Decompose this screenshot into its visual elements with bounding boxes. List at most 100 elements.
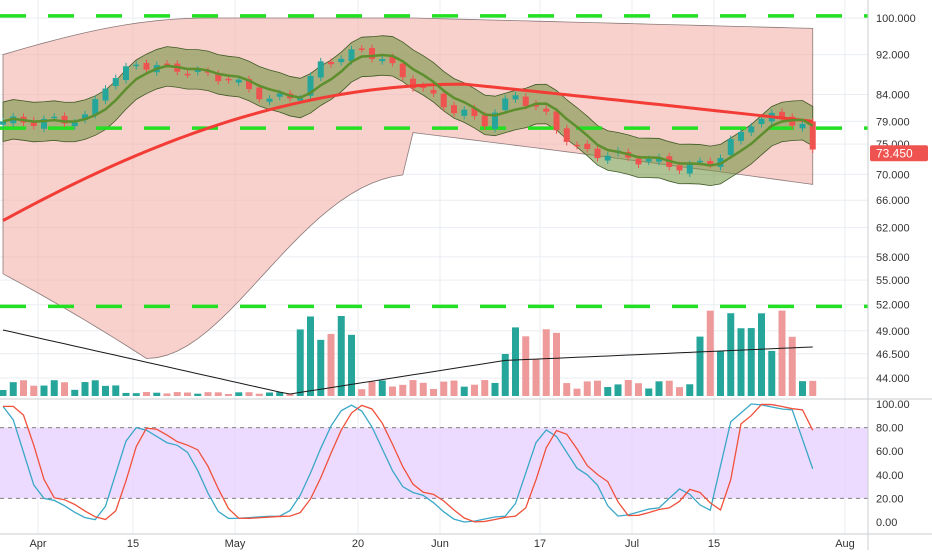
stoch-tick-label: 100.00	[876, 399, 910, 411]
volume-bar	[9, 382, 17, 396]
candle-body	[369, 47, 375, 59]
volume-bar	[81, 382, 89, 396]
candle-body	[553, 111, 560, 131]
candle-body	[0, 121, 6, 125]
candle-body	[61, 115, 68, 124]
volume-bar	[61, 382, 68, 396]
volume-bar	[204, 392, 212, 396]
stoch-tick-label: 20.00	[876, 493, 904, 505]
candle-body	[451, 105, 457, 114]
stochastic-zone	[0, 427, 868, 499]
candle-body	[358, 48, 365, 50]
volume-bar	[460, 386, 468, 396]
candle-body	[645, 158, 652, 162]
volume-bar	[696, 336, 704, 396]
volume-bar	[358, 389, 366, 396]
volume-bar	[409, 380, 417, 396]
candle-body	[461, 109, 468, 116]
candle-body	[399, 63, 406, 78]
price-tick-label: 62.000	[876, 223, 910, 235]
volume-bar	[419, 382, 427, 396]
volume-bar	[378, 380, 386, 396]
volume-bar	[624, 380, 632, 396]
candle-body	[574, 144, 580, 147]
volume-bar	[348, 334, 355, 396]
candle-body	[563, 128, 570, 142]
candle-body	[686, 164, 693, 174]
volume-bar	[163, 393, 171, 396]
volume-bar	[553, 332, 560, 396]
volume-bar	[214, 392, 222, 396]
volume-bar	[512, 327, 519, 396]
volume-bar	[71, 389, 79, 396]
candle-body	[102, 88, 109, 101]
stochastic-k-line	[2, 403, 814, 523]
volume-bar	[30, 385, 38, 396]
volume-bar	[604, 386, 612, 396]
volume-bar	[471, 384, 478, 396]
candle-body	[748, 126, 755, 133]
time-tick-label: 20	[352, 538, 364, 550]
stochastic-pane	[0, 403, 868, 523]
price-tick-label: 84.000	[876, 89, 910, 101]
stoch-tick-label: 40.00	[876, 470, 904, 482]
stoch-tick-label: 0.00	[876, 517, 897, 529]
candle-body	[266, 98, 273, 102]
volume-bar	[788, 336, 796, 396]
volume-bar	[501, 353, 509, 396]
volume-bar	[450, 380, 458, 396]
volume-bar	[317, 339, 325, 396]
candle-body	[194, 69, 201, 72]
candle-body	[297, 98, 304, 101]
volume-bar	[522, 336, 530, 396]
volume-bar	[399, 384, 407, 396]
volume-bar	[184, 392, 191, 396]
candle-body	[738, 131, 744, 141]
price-tick-label: 58.000	[876, 252, 910, 264]
volume-bar	[481, 380, 489, 396]
candle-body	[112, 78, 119, 87]
price-tick-label: 70.000	[876, 169, 910, 181]
candle-body	[594, 148, 601, 159]
candle-body	[246, 79, 252, 90]
candle-body	[338, 58, 345, 63]
candle-body	[143, 62, 150, 70]
last-price-tag	[870, 145, 928, 162]
time-tick-label: 15	[127, 538, 139, 550]
candle-body	[317, 61, 324, 78]
price-tick-label: 66.000	[876, 195, 910, 207]
time-tick-label: 17	[534, 538, 546, 550]
stoch-tick-label: 60.00	[876, 446, 904, 458]
volume-bar	[50, 380, 58, 396]
volume-bar	[542, 329, 550, 396]
stoch-tick-label: 80.00	[876, 423, 904, 435]
volume-bar	[173, 392, 181, 396]
volume-bar	[563, 383, 571, 396]
candle-body	[71, 122, 78, 127]
candle-body	[215, 73, 222, 82]
volume-bar	[747, 328, 755, 396]
volume-bar	[778, 310, 786, 396]
volume-bar	[20, 380, 27, 396]
time-tick-label: May	[225, 538, 246, 550]
stochastic-d-line	[3, 403, 814, 523]
volume-series	[0, 310, 817, 396]
volume-bar	[327, 333, 335, 396]
candle-body	[123, 66, 129, 81]
volume-bar	[235, 392, 243, 396]
candle-body	[492, 112, 498, 129]
volume-bar	[727, 313, 735, 396]
volume-bar	[635, 383, 642, 396]
candle-body	[604, 155, 611, 161]
sma-line	[2, 82, 813, 222]
volume-bar	[532, 359, 540, 396]
candle-body	[379, 59, 386, 62]
candle-body	[758, 118, 765, 125]
candle-body	[133, 64, 140, 67]
candle-body	[471, 108, 478, 117]
volume-bar	[307, 316, 314, 396]
volume-bar	[102, 385, 109, 396]
candle-body	[809, 121, 816, 150]
